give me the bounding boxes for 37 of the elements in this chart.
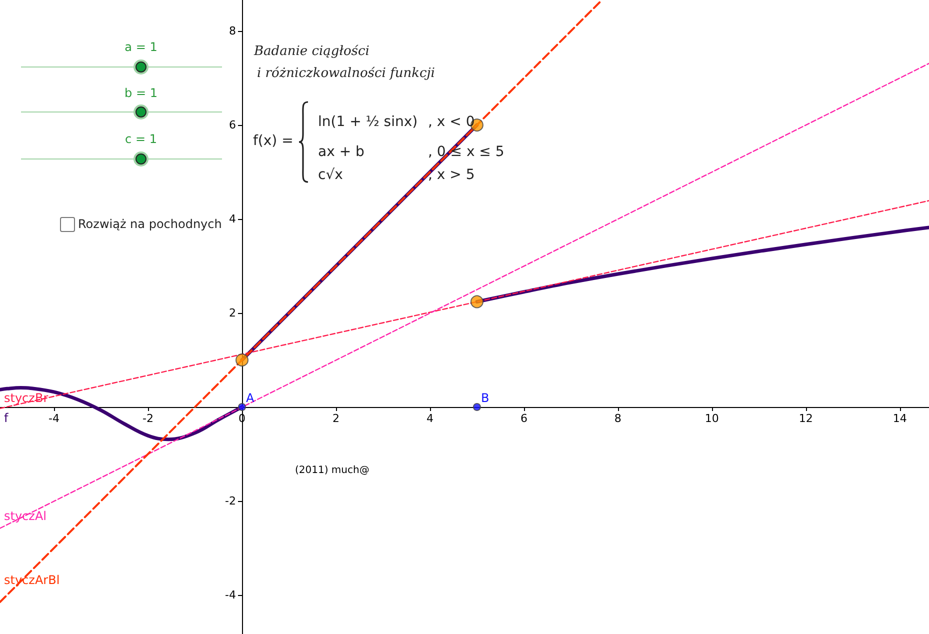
x-tick-label: 6	[520, 412, 528, 425]
x-tick-label: 12	[798, 412, 813, 425]
y-tick-label: -2	[225, 494, 236, 508]
annotation: b = 1	[124, 86, 158, 100]
x-tick-label: 14	[892, 412, 907, 425]
x-tick-label: 8	[614, 412, 622, 425]
y-tick-label: 4	[229, 212, 236, 226]
series-label: styczArBl	[4, 573, 60, 588]
annotation: ax + b	[318, 144, 364, 160]
point	[470, 295, 484, 308]
annotation: c = 1	[125, 132, 157, 146]
annotation: , x > 5	[428, 167, 475, 183]
point	[238, 403, 246, 411]
y-tick-label: 6	[229, 118, 236, 132]
x-tick-label: -4	[48, 412, 60, 425]
y-tick-label: 2	[229, 306, 236, 320]
annotation: Rozwiąż na pochodnych	[78, 217, 222, 231]
point	[236, 354, 248, 366]
annotation: A	[246, 391, 254, 405]
series-label: f	[4, 410, 8, 425]
x-tick-label: 4	[426, 412, 434, 425]
x-tick-label: -2	[142, 412, 154, 425]
annotation: (2011) much@	[295, 465, 370, 476]
annotation: ln(1 + ½ sinx)	[318, 114, 418, 130]
annotation: i różniczkowalności funkcji	[257, 66, 435, 81]
annotation: c√x	[318, 167, 343, 183]
annotation: a = 1	[124, 40, 158, 54]
annotation: f(x) =	[253, 133, 294, 149]
y-tick-label: 8	[229, 24, 236, 38]
annotation: Badanie ciągłości	[254, 44, 370, 59]
annotation: B	[480, 391, 490, 405]
annotation: , 0 ≤ x ≤ 5	[428, 144, 504, 160]
series-label: styczBr	[4, 391, 48, 406]
point	[472, 403, 481, 411]
y-tick-label: -4	[225, 588, 236, 602]
x-tick-label: 2	[332, 412, 340, 425]
x-tick-label: 10	[704, 412, 719, 425]
